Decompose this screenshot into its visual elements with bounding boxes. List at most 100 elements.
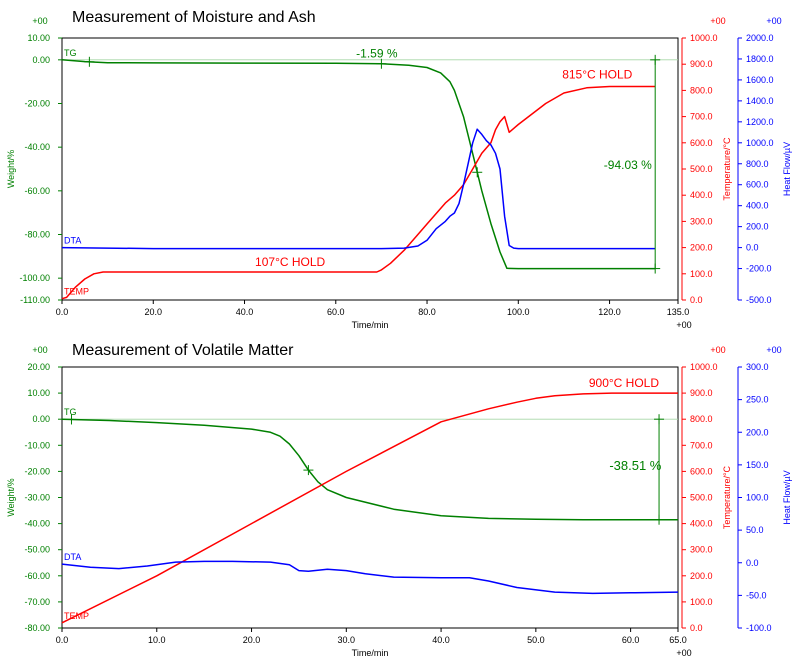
heatflow-tick-label: 150.0 (746, 460, 769, 470)
x-axis-label: Time/min (352, 648, 389, 658)
left-tick-label: 20.00 (27, 362, 50, 372)
chart-title-bottom: Measurement of Volatile Matter (72, 342, 294, 359)
temp-tick-label: 300.0 (690, 545, 713, 555)
temp-tick-label: 500.0 (690, 164, 713, 174)
x-tick-label: 0.0 (56, 307, 69, 317)
left-tick-label: -50.00 (24, 545, 50, 555)
x-tick-label: 20.0 (243, 635, 261, 645)
heatflow-tick-label: 200.0 (746, 427, 769, 437)
x-tick-label: 135.0 (667, 307, 690, 317)
temp-hold-low: 107°C HOLD (255, 255, 325, 269)
heatflow-tick-label: 1200.0 (746, 117, 774, 127)
temp-tick-label: 600.0 (690, 138, 713, 148)
heatflow-tick-label: 0.0 (746, 558, 759, 568)
tg-series-label: TG (64, 407, 77, 417)
left-axis-suffix: +00 (32, 16, 47, 26)
x-tick-label: 100.0 (507, 307, 530, 317)
temp-tick-label: 800.0 (690, 414, 713, 424)
heatflow-axis-suffix: +00 (766, 345, 781, 355)
left-tick-label: -60.00 (24, 186, 50, 196)
heatflow-tick-label: 100.0 (746, 493, 769, 503)
heatflow-tick-label: 1000.0 (746, 138, 774, 148)
left-tick-label: -100.00 (19, 273, 50, 283)
x-tick-label: 120.0 (598, 307, 621, 317)
x-tick-label: 10.0 (148, 635, 166, 645)
left-tick-label: 0.00 (32, 414, 50, 424)
heatflow-tick-label: -200.0 (746, 264, 772, 274)
x-tick-label: 65.0 (669, 635, 687, 645)
plot-frame (61, 366, 679, 629)
temp-tick-label: 400.0 (690, 190, 713, 200)
left-tick-label: -10.00 (24, 440, 50, 450)
temp-tick-label: 0.0 (690, 623, 703, 633)
temp-series-label: TEMP (64, 611, 89, 621)
temp-tick-label: 800.0 (690, 85, 713, 95)
left-tick-label: 10.00 (27, 33, 50, 43)
temp-tick-label: 200.0 (690, 571, 713, 581)
x-axis-suffix: +00 (676, 648, 691, 658)
left-axis-label: Weight/% (6, 478, 16, 516)
temp-tick-label: 300.0 (690, 216, 713, 226)
left-tick-label: -30.00 (24, 493, 50, 503)
temp-tick-label: 700.0 (690, 440, 713, 450)
heatflow-axis-label: Heat Flow/µV (782, 470, 792, 524)
x-tick-label: 20.0 (144, 307, 162, 317)
heatflow-tick-label: 400.0 (746, 201, 769, 211)
dta-series-label: DTA (64, 552, 81, 562)
series-line-temp (61, 392, 678, 624)
temp-axis-label: Temperature/°C (722, 137, 732, 201)
left-tick-label: -20.00 (24, 99, 50, 109)
left-tick-label: -80.00 (24, 623, 50, 633)
temp-series-label: TEMP (64, 287, 89, 297)
series-line-dta (61, 128, 656, 250)
temp-tick-label: 200.0 (690, 243, 713, 253)
tg-step-annotation: -38.51 % (609, 458, 661, 473)
tg-step-annotation-1: -1.59 % (356, 46, 398, 60)
chart-panel-1: 0.0 20.0 40.0 60.0 80.0 100.0 120.0 135.0 Time/m… (6, 16, 792, 330)
temp-tick-label: 400.0 (690, 519, 713, 529)
left-tick-label: -70.00 (24, 597, 50, 607)
tg-step-annotation-2: -94.03 % (604, 158, 652, 172)
series-line-dta (61, 560, 679, 595)
heatflow-tick-label: 2000.0 (746, 33, 774, 43)
heatflow-tick-label: 600.0 (746, 180, 769, 190)
dta-series-label: DTA (64, 236, 81, 246)
left-tick-label: 10.00 (27, 388, 50, 398)
heatflow-tick-label: 1800.0 (746, 54, 774, 64)
temp-tick-label: 900.0 (690, 59, 713, 69)
left-tick-label: -40.00 (24, 519, 50, 529)
x-axis-label: Time/min (352, 320, 389, 330)
left-tick-label: -110.00 (20, 295, 50, 305)
heatflow-tick-label: -50.0 (746, 590, 767, 600)
temp-hold-high: 815°C HOLD (562, 67, 632, 81)
temp-tick-label: 900.0 (690, 388, 713, 398)
left-tick-label: 0.00 (32, 55, 50, 65)
temp-axis-label: Temperature/°C (722, 465, 732, 529)
x-tick-label: 40.0 (432, 635, 450, 645)
temp-tick-label: 1000.0 (690, 33, 718, 43)
temp-tick-label: 0.0 (690, 295, 703, 305)
heatflow-axis-label: Heat Flow/µV (782, 142, 792, 196)
tg-series-label: TG (64, 48, 77, 58)
left-axis-suffix: +00 (32, 345, 47, 355)
left-tick-label: -60.00 (24, 571, 50, 581)
x-tick-label: 0.0 (56, 635, 69, 645)
chart-panel-2: 0.0 10.0 20.0 30.0 40.0 50.0 60.0 65.0 Time/min +… (6, 345, 792, 658)
series-line-temp (61, 85, 656, 300)
temp-axis-suffix: +00 (710, 345, 725, 355)
heatflow-tick-label: -100.0 (746, 623, 772, 633)
heatflow-tick-label: 1400.0 (746, 96, 774, 106)
heatflow-tick-label: 1600.0 (746, 75, 774, 85)
temp-tick-label: 600.0 (690, 466, 713, 476)
temp-tick-label: 1000.0 (690, 362, 718, 372)
temp-axis-suffix: +00 (710, 16, 725, 26)
left-axis-label: Weight/% (6, 150, 16, 188)
x-axis-suffix: +00 (676, 320, 691, 330)
temp-hold: 900°C HOLD (589, 376, 659, 390)
x-tick-label: 80.0 (418, 307, 436, 317)
heatflow-tick-label: 300.0 (746, 362, 769, 372)
heatflow-tick-label: -500.0 (746, 295, 772, 305)
left-tick-label: -80.00 (24, 230, 50, 240)
series-line-tg (61, 59, 656, 270)
